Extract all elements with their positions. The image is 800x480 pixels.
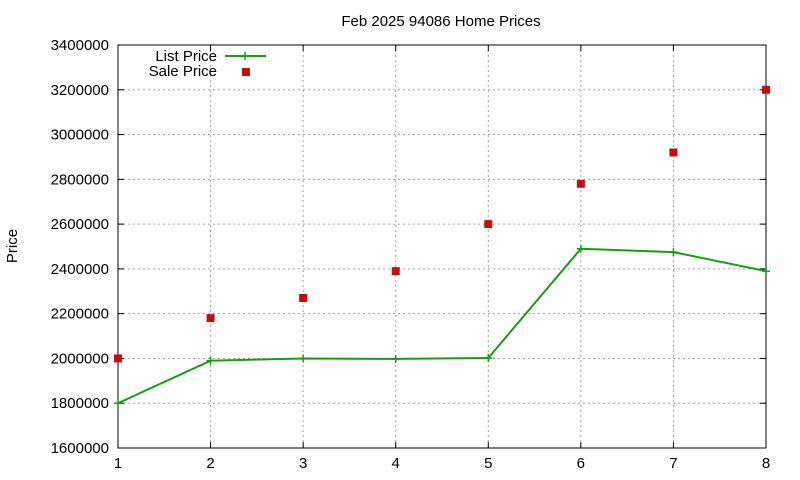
y-tick-label: 3200000 — [51, 82, 109, 99]
x-tick-label: 6 — [577, 455, 585, 472]
sale-price-point — [299, 293, 308, 302]
plot-frame — [117, 44, 767, 449]
y-tick-label: 3400000 — [51, 37, 109, 54]
chart-title: Feb 2025 94086 Home Prices — [341, 13, 540, 30]
y-tick-label: 2200000 — [51, 306, 109, 323]
axis-ticks: 1 2 3 4 5 6 7 8 1600000 1800000 2000000 2200000 2400… — [51, 37, 771, 472]
sale-price-point — [206, 314, 215, 323]
list-price-point — [762, 267, 770, 276]
list-price-point — [114, 399, 122, 408]
y-tick-label: 3000000 — [51, 127, 109, 144]
y-tick-label: 1800000 — [51, 395, 109, 412]
list-price-point — [669, 248, 678, 257]
list-price-point — [484, 353, 493, 362]
list-price-point — [576, 244, 585, 253]
y-tick-label: 1600000 — [51, 440, 109, 457]
x-tick-label: 8 — [762, 455, 770, 472]
y-tick-label: 2400000 — [51, 261, 109, 278]
legend-label-sale-price: Sale Price — [149, 63, 217, 80]
sale-price-point — [576, 179, 585, 188]
legend-sample-sale-price-marker — [242, 68, 250, 76]
legend-label-list-price: List Price — [155, 48, 217, 65]
list-price-line — [117, 247, 767, 405]
x-tick-label: 5 — [484, 455, 492, 472]
sale-price-point — [484, 220, 493, 229]
x-tick-label: 4 — [392, 455, 400, 472]
x-tick-label: 3 — [299, 455, 307, 472]
grid-lines — [118, 45, 766, 448]
list-price-point — [299, 354, 308, 363]
series-layer — [114, 85, 770, 408]
sale-price-point — [114, 354, 122, 363]
list-price-point — [391, 354, 400, 363]
x-tick-label: 2 — [206, 455, 214, 472]
legend: List Price Sale Price — [149, 48, 266, 80]
y-tick-label: 2600000 — [51, 216, 109, 233]
y-tick-label: 2000000 — [51, 350, 109, 367]
sale-price-point — [391, 267, 400, 276]
y-tick-label: 2800000 — [51, 171, 109, 188]
sale-price-point — [762, 85, 770, 94]
sale-price-point — [669, 148, 678, 157]
list-price-point — [206, 356, 215, 365]
x-tick-label: 1 — [114, 455, 122, 472]
x-tick-label: 7 — [669, 455, 677, 472]
y-axis-label: Price — [4, 229, 21, 263]
